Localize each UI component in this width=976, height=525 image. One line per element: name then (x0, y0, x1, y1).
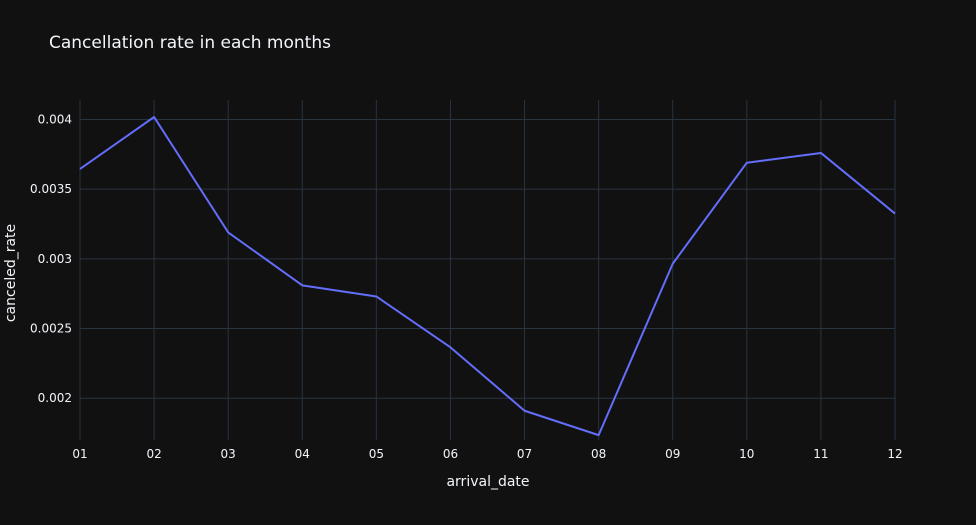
x-tick-label: 02 (146, 447, 161, 461)
y-tick-label: 0.003 (38, 252, 72, 266)
y-axis-title: canceled_rate (3, 224, 19, 322)
x-tick-label: 09 (665, 447, 680, 461)
data-point[interactable] (593, 429, 605, 441)
x-gridlines (79, 100, 896, 440)
y-tick-label: 0.002 (38, 391, 72, 405)
x-tick-label: 06 (443, 447, 458, 461)
data-point[interactable] (370, 290, 382, 302)
data-point[interactable] (74, 163, 86, 175)
data-point[interactable] (741, 157, 753, 169)
x-tick-label: 04 (295, 447, 310, 461)
x-tick-label: 01 (72, 447, 87, 461)
x-tick-labels: 01 02 03 04 05 06 07 08 09 10 11 12 (72, 447, 902, 461)
y-gridlines (80, 119, 895, 399)
x-tick-label: 10 (739, 447, 754, 461)
data-point[interactable] (815, 147, 827, 159)
x-tick-label: 03 (221, 447, 236, 461)
data-point[interactable] (667, 258, 679, 270)
data-point[interactable] (444, 341, 456, 353)
x-tick-label: 11 (813, 447, 828, 461)
y-tick-labels: 0.002 0.0025 0.003 0.0035 0.004 (30, 113, 72, 406)
x-tick-label: 08 (591, 447, 606, 461)
data-point[interactable] (519, 405, 531, 417)
y-tick-label: 0.0025 (30, 322, 72, 336)
x-tick-label: 05 (369, 447, 384, 461)
series-line (79, 116, 896, 437)
x-tick-label: 07 (517, 447, 532, 461)
series-layer (74, 111, 901, 441)
x-tick-label: 12 (887, 447, 902, 461)
y-tick-label: 0.004 (38, 113, 72, 127)
data-point[interactable] (296, 279, 308, 291)
chart-title: Cancellation rate in each months (49, 33, 331, 53)
data-point[interactable] (148, 111, 160, 123)
y-tick-label: 0.0035 (30, 182, 72, 196)
data-point[interactable] (889, 208, 901, 220)
data-point[interactable] (222, 226, 234, 238)
x-axis-title: arrival_date (446, 474, 529, 490)
